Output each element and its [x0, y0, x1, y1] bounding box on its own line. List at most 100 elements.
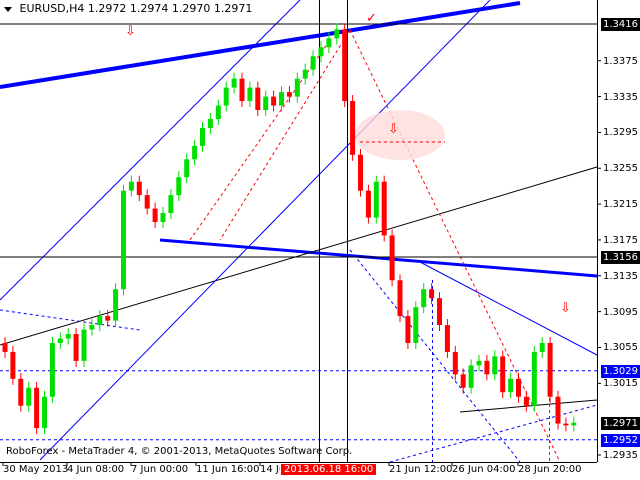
- bull-candle: [373, 181, 379, 218]
- price-tick-label: 1.3135: [603, 270, 638, 282]
- bear-candle: [500, 356, 506, 393]
- bear-candle: [484, 360, 490, 375]
- target-zone-ellipse[interactable]: [355, 110, 445, 160]
- bull-candle: [302, 69, 308, 79]
- price-tick-label: 1.3335: [603, 91, 638, 103]
- bear-candle: [452, 351, 458, 375]
- bear-candle: [136, 181, 142, 196]
- target-line-red-3[interactable]: [189, 39, 331, 241]
- bear-candle: [405, 316, 411, 343]
- bull-candle: [492, 356, 498, 375]
- wave-line[interactable]: [0, 309, 141, 331]
- bear-candle: [255, 87, 261, 111]
- bear-candle: [18, 378, 24, 406]
- bull-candle: [223, 87, 229, 106]
- bull-candle: [113, 289, 119, 321]
- price-tick-label: 1.3215: [603, 199, 638, 211]
- check-mark-icon: ✓: [366, 11, 377, 26]
- bull-candle: [49, 342, 55, 397]
- bull-candle: [279, 92, 284, 106]
- sell-arrow-icon: ⇩: [125, 24, 136, 39]
- channel-line-lower[interactable]: [39, 0, 491, 461]
- bull-candle: [176, 177, 182, 196]
- bear-candle: [389, 235, 395, 281]
- bull-candle: [121, 190, 126, 290]
- bull-candle: [294, 78, 300, 97]
- bear-candle: [152, 208, 158, 223]
- resistance-trendline[interactable]: [0, 1, 521, 89]
- bear-candle: [429, 289, 435, 299]
- low-value: 1.2970: [171, 2, 211, 15]
- bear-candle: [460, 374, 466, 388]
- bull-candle: [168, 195, 174, 214]
- price-tick-label: 1.3055: [603, 342, 638, 354]
- bear-candle: [10, 351, 16, 379]
- bull-candle: [184, 159, 190, 178]
- price-tick-label: 1.3095: [603, 306, 638, 318]
- high-value: 1.2974: [129, 2, 169, 15]
- sell-arrow-icon: ⇩: [388, 122, 399, 137]
- bull-candle: [326, 38, 332, 48]
- bull-candle: [57, 338, 63, 343]
- bear-candle: [555, 396, 561, 424]
- level-label-1.3156: 1.3156: [601, 250, 640, 264]
- bull-candle: [263, 96, 269, 111]
- bull-candle: [192, 145, 198, 160]
- channel-line-upper[interactable]: [0, 0, 301, 301]
- symbol-label: EURUSD,H4: [19, 2, 85, 15]
- bear-candle: [350, 101, 356, 155]
- bull-candle: [468, 365, 474, 388]
- bear-candle: [444, 325, 450, 352]
- time-tick-label: 30 May 2013: [3, 464, 69, 475]
- flag-line-lower[interactable]: [459, 399, 598, 413]
- bear-candle: [271, 96, 277, 106]
- bull-candle: [128, 181, 134, 191]
- bear-candle: [397, 280, 403, 317]
- bull-candle: [413, 307, 419, 343]
- close-value: 1.2971: [213, 2, 253, 15]
- bear-candle: [144, 195, 150, 209]
- bear-candle: [381, 181, 387, 236]
- price-tick-label: 1.3015: [603, 378, 638, 390]
- time-tick-label: 14 Jun 08:00: [260, 464, 280, 475]
- bear-candle: [437, 298, 442, 326]
- down-channel-line[interactable]: [419, 261, 598, 356]
- bull-candle: [318, 47, 324, 57]
- time-tick-label: 11 Jun 16:00: [196, 464, 260, 475]
- target-line-red-2[interactable]: [219, 29, 351, 241]
- bear-candle: [34, 387, 40, 429]
- time-tick-label: 21 Jun 12:00: [389, 464, 453, 475]
- bear-candle: [523, 396, 529, 406]
- projection-line-blue-2[interactable]: [389, 404, 598, 463]
- bull-candle: [215, 105, 221, 119]
- bear-candle: [365, 190, 371, 218]
- bull-candle: [42, 396, 47, 429]
- support-trendline[interactable]: [159, 238, 598, 278]
- level-label-1.3416: 1.3416: [601, 18, 640, 31]
- time-tick-label: 7 Jun 00:00: [131, 464, 189, 475]
- price-tick-label: 1.3375: [603, 55, 638, 67]
- bull-candle: [571, 422, 577, 426]
- long-trendline[interactable]: [0, 166, 598, 346]
- time-tick-label: 26 Jun 04:00: [452, 464, 516, 475]
- bull-candle: [26, 387, 32, 406]
- bull-candle: [65, 334, 71, 339]
- bull-candle: [334, 29, 340, 39]
- bull-candle: [160, 213, 166, 223]
- bull-candle: [508, 378, 514, 393]
- level-label-1.2952: 1.2952: [601, 433, 640, 447]
- bear-candle: [2, 342, 8, 352]
- bear-candle: [105, 316, 111, 321]
- price-tick-label: 1.3175: [603, 234, 638, 246]
- sell-arrow-icon: ⇩: [560, 301, 571, 316]
- bear-candle: [358, 154, 363, 191]
- bull-candle: [539, 342, 545, 352]
- copyright-text: RoboForex - MetaTrader 4, © 2001-2013, M…: [6, 446, 353, 457]
- target-line-red[interactable]: [349, 29, 561, 463]
- bear-candle: [342, 29, 348, 102]
- bear-candle: [563, 423, 569, 426]
- dropdown-triangle-icon[interactable]: [4, 6, 12, 12]
- chart-header: EURUSD,H4 1.2972 1.2974 1.2970 1.2971: [4, 2, 252, 15]
